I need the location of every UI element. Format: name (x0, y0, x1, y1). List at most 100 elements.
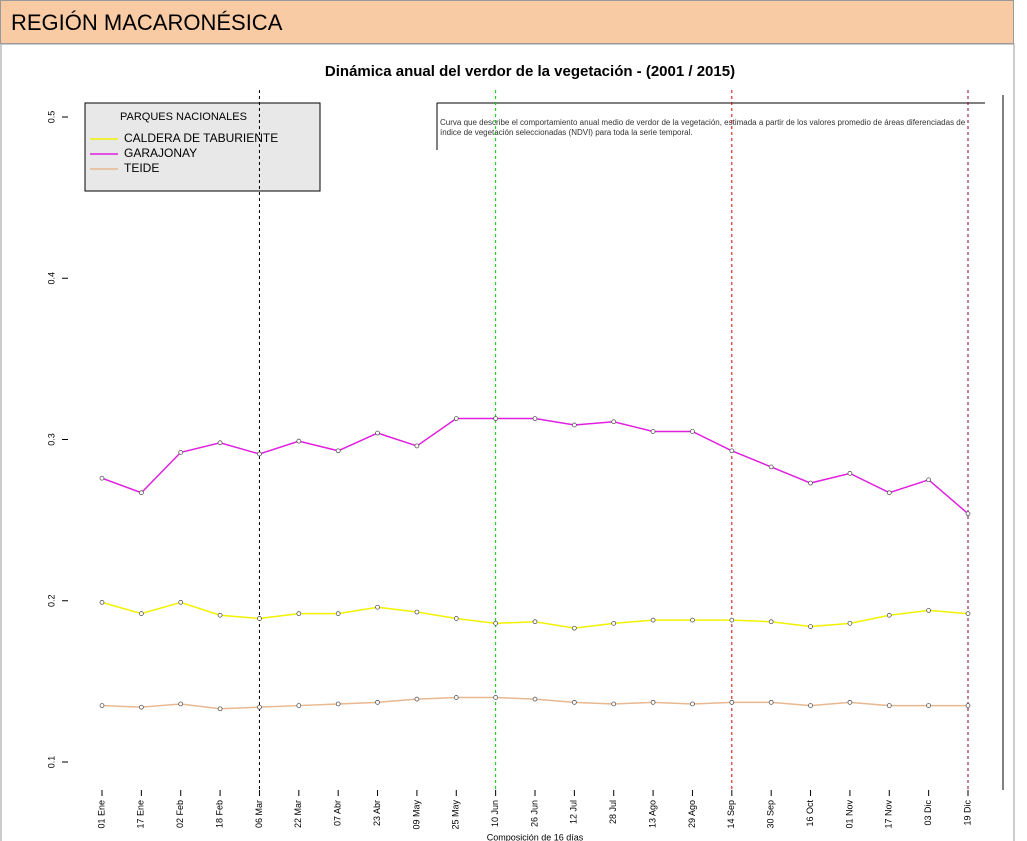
legend-box (84, 102, 321, 192)
point (965, 703, 971, 708)
annotation-box: Curva que describe el comportamiento anu… (440, 118, 966, 137)
point (296, 703, 302, 708)
point (99, 475, 105, 481)
point (572, 699, 577, 705)
y-tick-label: 0.3 (46, 433, 56, 446)
point (768, 619, 774, 625)
point (335, 701, 341, 707)
legend-label: CALDERA DE TABURIENTE (124, 131, 278, 145)
point (690, 617, 695, 623)
point (611, 701, 617, 707)
point (729, 699, 735, 705)
point (139, 611, 144, 617)
x-tick-label: 25 May (451, 800, 461, 830)
chart-frame (0, 43, 1015, 841)
x-tick-label: 01 Nov (844, 800, 854, 829)
x-tick-label: 14 Sep (726, 800, 736, 829)
point (611, 620, 617, 626)
x-tick-label: 26 Jun (529, 800, 539, 827)
x-tick-label: 19 Dic (962, 800, 972, 826)
point (414, 696, 420, 702)
point (296, 611, 302, 617)
point (532, 619, 538, 625)
point (572, 625, 577, 631)
point (335, 611, 341, 617)
x-tick-label: 03 Dic (923, 800, 933, 826)
point (650, 617, 656, 623)
x-tick-label: 13 Ago (647, 800, 657, 828)
point (217, 706, 223, 712)
point (178, 701, 184, 707)
legend-label: TEIDE (124, 161, 159, 175)
point (768, 699, 774, 705)
point (690, 701, 695, 707)
point (847, 620, 853, 626)
point (926, 477, 931, 483)
point (375, 699, 380, 705)
point (99, 600, 105, 605)
x-tick-label: 17 Nov (884, 800, 894, 829)
x-tick-label: 12 Jul (569, 800, 579, 824)
point (257, 451, 262, 457)
point (532, 696, 538, 702)
point (768, 464, 774, 470)
point (729, 448, 735, 454)
point (375, 430, 380, 436)
legend-label: GARAJONAY (124, 146, 197, 160)
x-tick-label: 30 Sep (766, 800, 776, 829)
series-line (101, 417, 969, 515)
point (847, 699, 853, 705)
point (453, 695, 459, 700)
x-tick-label: 29 Ago (687, 800, 697, 828)
point (650, 429, 656, 434)
point (611, 419, 617, 425)
point (257, 616, 262, 621)
point (729, 617, 735, 623)
x-tick-label: 17 Ene (136, 800, 146, 829)
point (808, 624, 813, 629)
x-tick-label: 28 Jul (608, 800, 618, 824)
y-tick-label: 0.1 (46, 756, 56, 769)
point (886, 612, 892, 618)
point (296, 438, 302, 444)
x-axis-label: Composición de 16 días (487, 832, 584, 841)
point (139, 490, 144, 496)
point (965, 511, 971, 517)
point (886, 490, 892, 496)
y-tick-label: 0.2 (46, 594, 56, 607)
point (808, 703, 813, 708)
point (926, 703, 931, 708)
point (414, 609, 420, 615)
point (572, 422, 577, 428)
point (99, 703, 105, 708)
point (650, 699, 656, 705)
x-tick-label: 01 Ene (96, 800, 106, 829)
x-tick-label: 07 Abr (333, 800, 343, 826)
point (926, 608, 931, 613)
point (493, 620, 498, 626)
region-header: REGIÓN MACARONÉSICA (0, 0, 1014, 44)
point (493, 416, 498, 421)
y-tick-label: 0.5 (46, 111, 56, 124)
point (257, 704, 262, 710)
x-tick-label: 10 Jun (490, 800, 500, 827)
point (886, 703, 892, 708)
annotation: Curva que describe el comportamiento anu… (440, 118, 966, 137)
point (178, 450, 184, 455)
point (690, 429, 695, 434)
y-tick-label: 0.4 (46, 272, 56, 285)
point (217, 440, 223, 446)
chart-title: Dinámica anual del verdor de la vegetaci… (325, 63, 735, 80)
series-line (101, 601, 969, 629)
point (335, 448, 341, 454)
point (847, 471, 853, 476)
point (808, 480, 813, 486)
point (493, 695, 498, 700)
x-tick-label: 22 Mar (293, 800, 303, 828)
point (375, 604, 380, 610)
point (965, 611, 971, 617)
point (178, 600, 184, 605)
point (453, 616, 459, 621)
point (217, 612, 223, 618)
